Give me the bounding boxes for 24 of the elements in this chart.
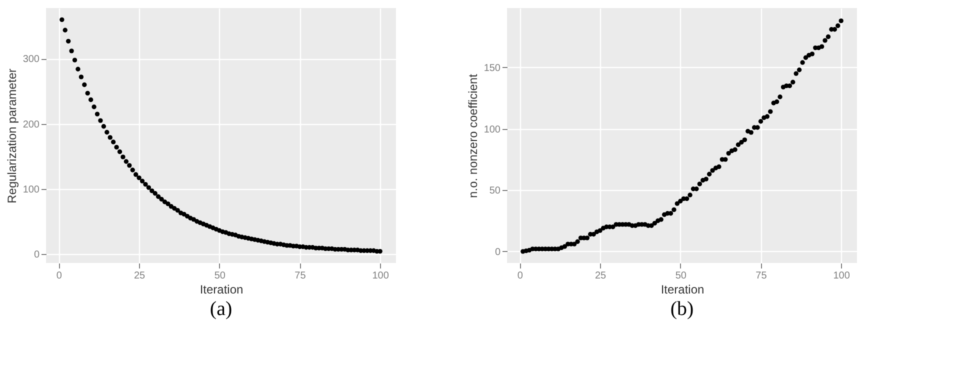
- y-axis-title: n.o. nonzero coefficient: [466, 73, 480, 198]
- text: (b): [670, 298, 694, 320]
- x-axis-title: Iteration: [660, 282, 704, 296]
- x-tick-label: 75: [756, 270, 768, 282]
- x-tick-label: 50: [675, 270, 687, 282]
- y-axis-title: Regularization parameter: [4, 68, 19, 204]
- x-tick-label: 50: [214, 270, 226, 282]
- x-tick-label: 25: [134, 270, 146, 282]
- x-tick-label: 100: [372, 270, 390, 282]
- x-tick-label: 75: [294, 270, 306, 282]
- y-tick-label: 0: [494, 246, 501, 258]
- text: (a): [210, 298, 232, 320]
- x-tick-label: 0: [517, 270, 524, 282]
- y-tick-label: 50: [489, 186, 501, 197]
- y-tick-label: 150: [484, 62, 501, 74]
- x-axis-title: Iteration: [200, 282, 244, 296]
- x-tick-label: 100: [833, 270, 850, 282]
- y-tick-label: 100: [22, 184, 40, 196]
- y-tick-label: 0: [34, 249, 40, 260]
- x-tick-label: 0: [56, 270, 62, 282]
- x-tick-label: 25: [594, 270, 607, 282]
- y-tick-label: 300: [22, 54, 40, 66]
- y-tick-label: 100: [484, 124, 501, 136]
- y-tick-label: 200: [22, 119, 40, 130]
